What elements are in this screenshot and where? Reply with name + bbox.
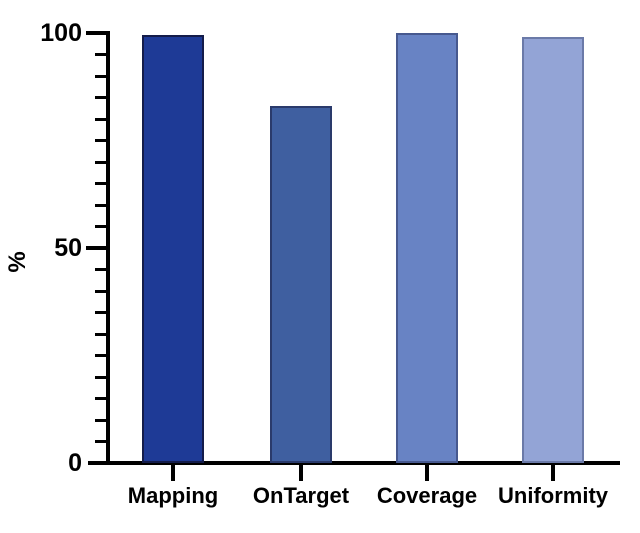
category-label-coverage: Coverage [376, 483, 478, 508]
y-minor-tick [95, 440, 106, 443]
y-major-tick [86, 31, 106, 35]
bar-coverage [396, 33, 458, 463]
bar-ontarget [270, 106, 332, 463]
y-minor-tick [95, 74, 106, 78]
y-minor-tick [95, 225, 106, 228]
y-axis-line [106, 31, 110, 465]
category-label-mapping: Mapping [127, 483, 219, 508]
y-minor-tick [95, 289, 106, 293]
y-tick-label: 50 [54, 233, 82, 262]
x-axis-line [88, 461, 620, 465]
y-minor-tick [95, 354, 106, 357]
y-tick-label: 100 [40, 18, 82, 47]
y-minor-tick [95, 160, 106, 164]
y-minor-tick [95, 182, 106, 185]
category-label-uniformity: Uniformity [498, 483, 608, 508]
y-minor-tick [95, 375, 106, 379]
y-major-tick [86, 246, 106, 250]
y-minor-tick [95, 311, 106, 314]
y-minor-tick [95, 268, 106, 271]
bar-mapping [142, 35, 204, 463]
y-minor-tick [95, 96, 106, 99]
y-minor-tick [95, 53, 106, 56]
y-minor-tick [95, 117, 106, 121]
x-category-tick [171, 465, 175, 481]
y-tick-label: 0 [68, 448, 82, 477]
y-minor-tick [95, 332, 106, 336]
x-category-tick [299, 465, 303, 481]
y-minor-tick [95, 203, 106, 207]
bar-uniformity [522, 37, 584, 463]
y-minor-tick [95, 397, 106, 400]
y-minor-tick [95, 418, 106, 422]
x-category-tick [425, 465, 429, 481]
category-label-ontarget: OnTarget [252, 483, 350, 508]
x-category-tick [551, 465, 555, 481]
y-minor-tick [95, 139, 106, 142]
